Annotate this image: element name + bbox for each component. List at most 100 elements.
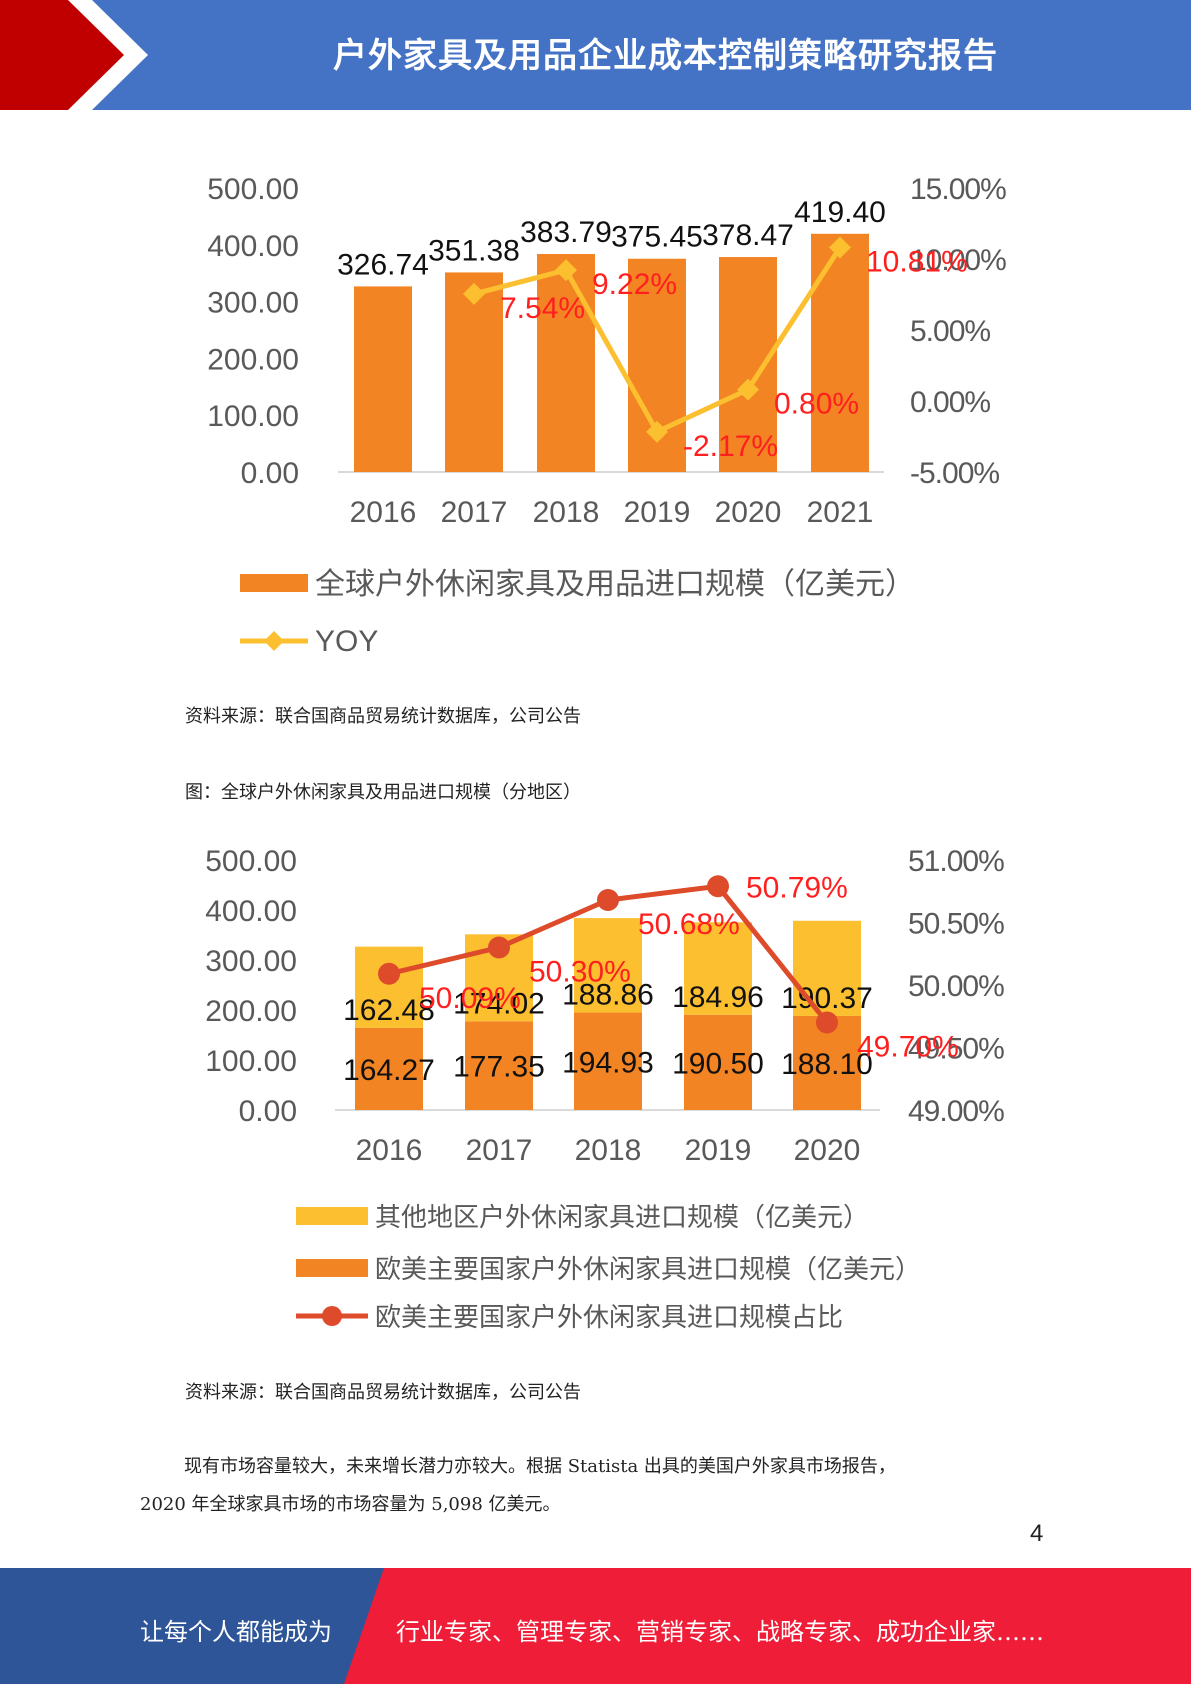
share-value-label: 50.09%	[419, 982, 521, 1015]
bar-value-label-eu-us: 188.10	[781, 1048, 873, 1081]
y-tick-label: 200.00	[205, 995, 297, 1028]
y2-tick-label: 15.00%	[910, 173, 1006, 206]
y-tick-label: 200.00	[207, 343, 299, 376]
bar	[354, 286, 412, 472]
bar-segment-eu-us	[355, 1027, 423, 1110]
y2-tick-label: 0.00%	[910, 386, 990, 419]
bar-segment-eu-us	[684, 1014, 752, 1110]
bar-value-label: 351.38	[428, 234, 520, 267]
footer-slogan-right: 行业专家、管理专家、营销专家、战略专家、成功企业家……	[396, 1618, 1044, 1646]
y2-tick-label: -5.00%	[910, 457, 999, 490]
yoy-value-label: 9.22%	[592, 268, 677, 301]
legend-label-eu-us: 欧美主要国家户外休闲家具进口规模（亿美元）	[375, 1254, 921, 1284]
yoy-point	[737, 378, 759, 401]
bar-value-label: 383.79	[520, 216, 612, 249]
paragraph-line-1: 现有市场容量较大，未来增长潜力亦较大。根据 Statista 出具的美国户外家具…	[184, 1456, 896, 1477]
y-tick-label: 100.00	[207, 400, 299, 433]
y-tick-label: 0.00	[241, 457, 299, 490]
bar-segment-eu-us	[465, 1021, 533, 1110]
bar	[719, 257, 777, 472]
footer-banner	[0, 1568, 1191, 1684]
bar	[445, 272, 503, 472]
legend-swatch-bar	[240, 574, 308, 592]
legend-label-share: 欧美主要国家户外休闲家具进口规模占比	[375, 1302, 843, 1332]
bar-value-label-other: 188.86	[562, 979, 654, 1012]
legend-swatch-share-dot	[322, 1306, 342, 1326]
x-tick-label: 2018	[533, 496, 600, 529]
legend-swatch-diamond	[264, 631, 284, 651]
y2-tick-label: 49.50%	[908, 1033, 1004, 1066]
y-tick-label: 100.00	[205, 1045, 297, 1078]
x-tick-label: 2021	[807, 496, 874, 529]
x-tick-label: 2019	[624, 496, 691, 529]
source-note-2: 资料来源：联合国商品贸易统计数据库，公司公告	[185, 1382, 581, 1403]
legend-label-other: 其他地区户外休闲家具进口规模（亿美元）	[375, 1202, 869, 1232]
x-tick-label: 2019	[685, 1134, 752, 1167]
bar	[811, 233, 869, 472]
header-banner	[0, 0, 1191, 110]
share-point	[707, 875, 729, 898]
y-tick-label: 300.00	[207, 287, 299, 320]
yoy-point	[555, 259, 577, 282]
chart-import-scale-yoy: 500.00 400.00 300.00 200.00 100.00 0.00 15.00…	[207, 173, 1007, 658]
y-tick-label: 400.00	[207, 230, 299, 263]
yoy-value-label: 0.80%	[774, 388, 859, 421]
bar-value-label-eu-us: 164.27	[343, 1054, 435, 1087]
y2-tick-label: 50.50%	[908, 908, 1004, 941]
y-tick-label: 500.00	[207, 173, 299, 206]
yoy-value-label: 10.81%	[866, 245, 968, 278]
bar-segment-other	[684, 922, 752, 1015]
bar-value-label: 419.40	[794, 196, 886, 229]
share-point	[597, 889, 619, 911]
figure-title-2: 图：全球户外休闲家具及用品进口规模（分地区）	[185, 782, 581, 803]
bar-value-label-other: 174.02	[453, 987, 545, 1020]
bar-value-label: 375.45	[611, 221, 703, 254]
x-tick-label: 2018	[575, 1134, 642, 1167]
legend-label-yoy: YOY	[315, 625, 378, 658]
report-title: 户外家具及用品企业成本控制策略研究报告	[333, 36, 998, 76]
y2-tick-label: 51.00%	[908, 845, 1004, 878]
bar	[537, 254, 595, 472]
share-value-label: 49.70%	[857, 1031, 959, 1064]
x-tick-label: 2020	[794, 1134, 861, 1167]
y2-tick-label: 10.00%	[910, 244, 1006, 277]
source-note-1: 资料来源：联合国商品贸易统计数据库，公司公告	[185, 706, 581, 727]
chart-import-by-region: 500.00 400.00 300.00 200.00 100.00 0.00 51.00…	[205, 845, 1005, 1332]
share-value-label: 50.68%	[638, 908, 740, 941]
yoy-value-label: 7.54%	[500, 292, 585, 325]
x-tick-label: 2017	[441, 496, 508, 529]
legend-swatch-other	[296, 1207, 368, 1225]
y-tick-label: 500.00	[205, 845, 297, 878]
legend-label-import: 全球户外休闲家具及用品进口规模（亿美元）	[315, 568, 915, 601]
yoy-value-label: -2.17%	[683, 430, 778, 463]
y2-tick-label: 49.00%	[908, 1095, 1004, 1128]
share-point	[816, 1011, 838, 1034]
share-value-label: 50.30%	[529, 956, 631, 989]
yoy-point	[463, 282, 485, 305]
y-tick-label: 300.00	[205, 945, 297, 978]
footer-slogan-left: 让每个人都能成为	[140, 1618, 332, 1646]
legend-swatch-eu-us	[296, 1259, 368, 1277]
x-tick-label: 2016	[356, 1134, 423, 1167]
y-tick-label: 0.00	[239, 1095, 297, 1128]
bar-value-label-eu-us: 194.93	[562, 1046, 654, 1079]
x-tick-label: 2020	[715, 496, 782, 529]
x-tick-label: 2016	[350, 496, 417, 529]
yoy-point	[646, 420, 668, 443]
paragraph-line-2: 2020 年全球家具市场的市场容量为 5,098 亿美元。	[140, 1494, 561, 1515]
bar-value-label-other: 184.96	[672, 981, 764, 1014]
page-header: 户外家具及用品企业成本控制策略研究报告	[0, 0, 1191, 110]
bar-segment-eu-us	[574, 1012, 642, 1110]
page-footer	[0, 1568, 1191, 1684]
y2-tick-label: 50.00%	[908, 970, 1004, 1003]
bar-segment-other	[574, 918, 642, 1013]
share-point	[378, 962, 400, 985]
bar-value-label-eu-us: 177.35	[453, 1051, 545, 1084]
yoy-point	[829, 236, 851, 259]
page-number: 4	[1030, 1520, 1044, 1547]
bar-value-label: 326.74	[337, 248, 429, 281]
bar-value-label-other: 190.37	[781, 982, 873, 1015]
share-value-label: 50.79%	[746, 871, 848, 904]
bar-value-label: 378.47	[702, 219, 794, 252]
bar-segment-other	[793, 920, 861, 1016]
